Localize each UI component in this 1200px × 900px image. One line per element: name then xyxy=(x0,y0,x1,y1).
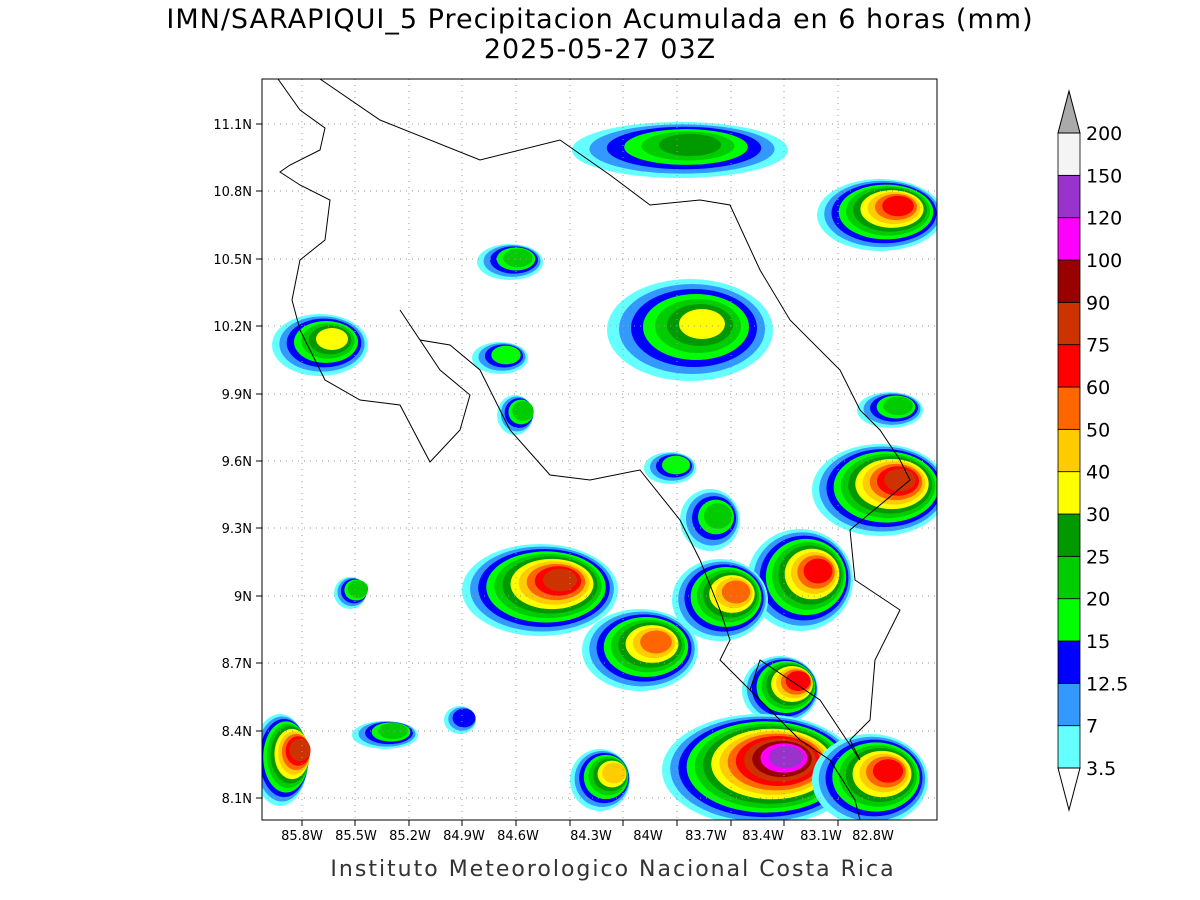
colorbar-label: 100 xyxy=(1086,250,1122,272)
colorbar-label: 90 xyxy=(1086,292,1110,314)
colorbar-swatch xyxy=(1057,513,1081,557)
precip-contour xyxy=(658,133,722,157)
precip-contour xyxy=(378,722,408,740)
lat-label: 10.5N xyxy=(213,253,252,268)
coastline xyxy=(277,79,861,820)
colorbar-label: 150 xyxy=(1086,165,1122,187)
precip-contour xyxy=(872,759,904,783)
precip-contour xyxy=(640,630,672,654)
precip-contour xyxy=(347,580,369,598)
precip-contour xyxy=(882,195,914,217)
colorbar-label: 75 xyxy=(1086,335,1110,357)
colorbar-label: 25 xyxy=(1086,546,1110,568)
lon-label: 84W xyxy=(633,829,663,844)
colorbar-label: 15 xyxy=(1086,631,1110,653)
colorbar-label: 40 xyxy=(1086,462,1110,484)
lat-label: 11.1N xyxy=(213,118,252,133)
lon-label: 85.8W xyxy=(281,829,323,844)
colorbar-swatch xyxy=(1057,598,1081,642)
precip-contour xyxy=(542,568,578,592)
precip-contour xyxy=(704,503,732,529)
precip-contour xyxy=(662,455,690,475)
colorbar-swatch xyxy=(1057,344,1081,388)
colorbar-swatch xyxy=(1057,217,1081,261)
precip-contour xyxy=(602,762,626,784)
precip-contour xyxy=(491,345,521,365)
colorbar-label: 3.5 xyxy=(1086,758,1116,780)
colorbar-swatch xyxy=(1057,471,1081,515)
colorbar-swatch xyxy=(1057,682,1081,727)
colorbar-label: 20 xyxy=(1086,589,1110,611)
lon-label: 83.1W xyxy=(800,829,842,844)
colorbar-swatch xyxy=(1057,640,1081,684)
colorbar-label: 50 xyxy=(1086,419,1110,441)
graticule xyxy=(256,79,937,826)
colorbar-swatch xyxy=(1057,301,1081,346)
footer: Instituto Meteorologico Nacional Costa R… xyxy=(330,857,895,882)
colorbar-swatch xyxy=(1057,386,1081,430)
lat-label: 9.9N xyxy=(222,388,252,403)
precip-contour xyxy=(721,580,751,604)
colorbar-swatch xyxy=(1057,428,1081,473)
colorbar-over xyxy=(1057,89,1081,134)
subtitle: 2025-05-27 03Z xyxy=(484,34,716,65)
lat-label: 8.7N xyxy=(222,657,252,672)
colorbar-swatch xyxy=(1057,174,1081,219)
colorbar-label: 120 xyxy=(1086,208,1122,230)
lon-label: 85.5W xyxy=(335,829,377,844)
precip-contour xyxy=(512,401,534,421)
map-frame xyxy=(261,78,938,821)
precip-contour xyxy=(883,396,913,416)
lon-label: 82.8W xyxy=(852,829,894,844)
colorbar: 3.5 7 12.5 15 20 25 30 40 50 60 75 90 100 120 150 200 xyxy=(1057,89,1128,812)
lat-label: 9.6N xyxy=(222,455,252,470)
lon-label: 84.3W xyxy=(570,829,612,844)
precip-contour xyxy=(768,745,804,769)
border xyxy=(319,79,911,761)
lat-label: 8.4N xyxy=(222,725,252,740)
colorbar-swatch xyxy=(1057,132,1081,176)
lon-label: 83.4W xyxy=(742,829,784,844)
precip-contour xyxy=(503,248,533,268)
colorbar-label: 200 xyxy=(1086,123,1122,145)
lat-label: 10.2N xyxy=(213,320,252,335)
precip-contour xyxy=(803,558,833,584)
lon-label: 85.2W xyxy=(389,829,431,844)
precip-contour xyxy=(884,468,916,492)
lon-label: 84.9W xyxy=(443,829,485,844)
colorbar-swatch xyxy=(1057,259,1081,303)
colorbar-under xyxy=(1057,767,1081,812)
precip-contour xyxy=(289,738,311,762)
precip-contour xyxy=(679,309,725,339)
lon-label: 83.7W xyxy=(685,829,727,844)
colorbar-label: 30 xyxy=(1086,504,1110,526)
lon-label: 84.6W xyxy=(497,829,539,844)
title: IMN/SARAPIQUI_5 Precipitacion Acumulada … xyxy=(166,4,1033,35)
colorbar-label: 12.5 xyxy=(1086,673,1128,695)
colorbar-swatch xyxy=(1057,725,1081,769)
colorbar-label: 60 xyxy=(1086,377,1110,399)
lat-label: 10.8N xyxy=(213,185,252,200)
precip-contour xyxy=(785,671,811,691)
precip-contour xyxy=(316,328,348,350)
colorbar-label: 7 xyxy=(1086,716,1098,738)
precip-contour xyxy=(452,708,476,728)
lat-label: 8.1N xyxy=(222,792,252,807)
lat-label: 9N xyxy=(234,590,252,605)
precipitation-field xyxy=(262,122,937,820)
colorbar-swatch xyxy=(1057,555,1081,600)
lat-label: 9.3N xyxy=(222,522,252,537)
